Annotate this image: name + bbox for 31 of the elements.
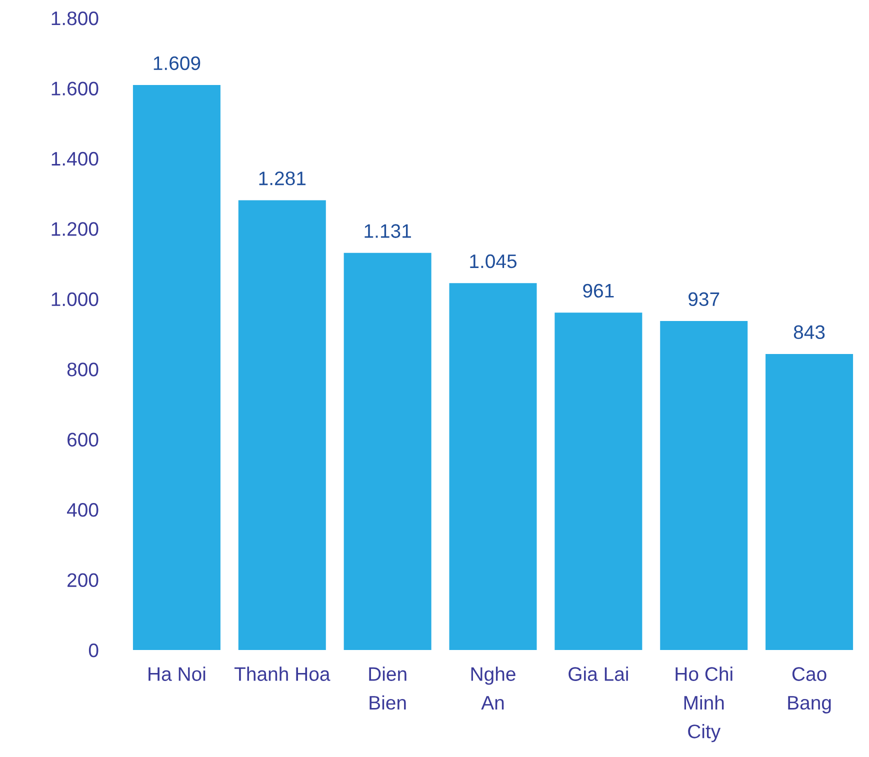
x-tick-label: Nghe An <box>471 666 516 710</box>
data-label: 1.045 <box>470 254 517 268</box>
x-tick-label: Ha Noi <box>148 666 206 681</box>
y-tick-label: 1.000 <box>52 292 98 306</box>
bar <box>132 85 220 650</box>
x-tick-label: Thanh Hoa <box>234 666 330 681</box>
bar <box>660 321 748 650</box>
bar <box>344 252 432 650</box>
y-tick-label: 1.800 <box>52 11 98 26</box>
data-label: 843 <box>794 325 825 340</box>
bar <box>449 283 537 650</box>
y-tick-label: 600 <box>68 432 98 447</box>
data-label: 1.281 <box>259 172 306 186</box>
x-tick-label: Dien Bien <box>369 666 406 710</box>
x-tick-label: Cao Bang <box>788 667 831 714</box>
data-label: 937 <box>688 292 720 306</box>
y-tick-label: 200 <box>68 573 98 588</box>
y-tick-label: 800 <box>67 362 98 376</box>
bar <box>766 354 854 650</box>
data-label: 1.609 <box>154 56 200 70</box>
x-tick-label: Gia Lai <box>568 666 628 681</box>
y-tick-label: 0 <box>88 643 98 658</box>
y-tick-label: 1.600 <box>52 82 98 96</box>
y-tick-label: 1.400 <box>52 152 98 166</box>
x-tick-label: Ho Chi Minh City <box>676 666 732 742</box>
data-label: 961 <box>583 284 614 298</box>
bar <box>554 312 642 650</box>
data-label: 1.131 <box>364 224 411 238</box>
bar <box>238 200 326 650</box>
y-tick-label: 1.200 <box>52 222 98 236</box>
y-tick-label: 400 <box>67 503 98 517</box>
